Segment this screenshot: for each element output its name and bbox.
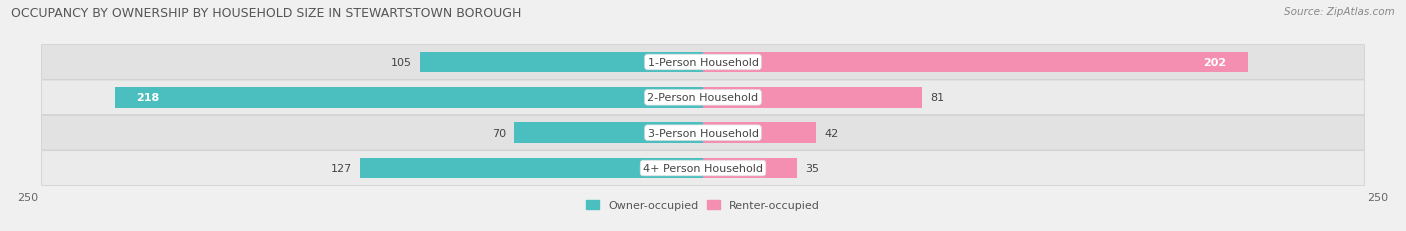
Text: 127: 127: [330, 163, 352, 173]
Bar: [703, 52, 1249, 73]
Text: 202: 202: [1204, 58, 1226, 68]
Bar: [703, 88, 922, 108]
Text: 3-Person Household: 3-Person Household: [648, 128, 758, 138]
Text: 218: 218: [136, 93, 159, 103]
Bar: [419, 52, 703, 73]
Text: 2-Person Household: 2-Person Household: [647, 93, 759, 103]
Bar: [703, 158, 797, 179]
Text: 35: 35: [806, 163, 820, 173]
FancyBboxPatch shape: [42, 81, 1364, 115]
FancyBboxPatch shape: [42, 46, 1364, 80]
Text: 105: 105: [391, 58, 412, 68]
Bar: [360, 158, 703, 179]
Bar: [703, 123, 817, 143]
Text: 4+ Person Household: 4+ Person Household: [643, 163, 763, 173]
FancyBboxPatch shape: [42, 116, 1364, 150]
Text: 1-Person Household: 1-Person Household: [648, 58, 758, 68]
Text: OCCUPANCY BY OWNERSHIP BY HOUSEHOLD SIZE IN STEWARTSTOWN BOROUGH: OCCUPANCY BY OWNERSHIP BY HOUSEHOLD SIZE…: [11, 7, 522, 20]
Text: 70: 70: [492, 128, 506, 138]
Text: Source: ZipAtlas.com: Source: ZipAtlas.com: [1284, 7, 1395, 17]
Text: 42: 42: [824, 128, 839, 138]
Bar: [515, 123, 703, 143]
Bar: [114, 88, 703, 108]
FancyBboxPatch shape: [42, 151, 1364, 185]
Legend: Owner-occupied, Renter-occupied: Owner-occupied, Renter-occupied: [586, 200, 820, 210]
Text: 81: 81: [929, 93, 943, 103]
